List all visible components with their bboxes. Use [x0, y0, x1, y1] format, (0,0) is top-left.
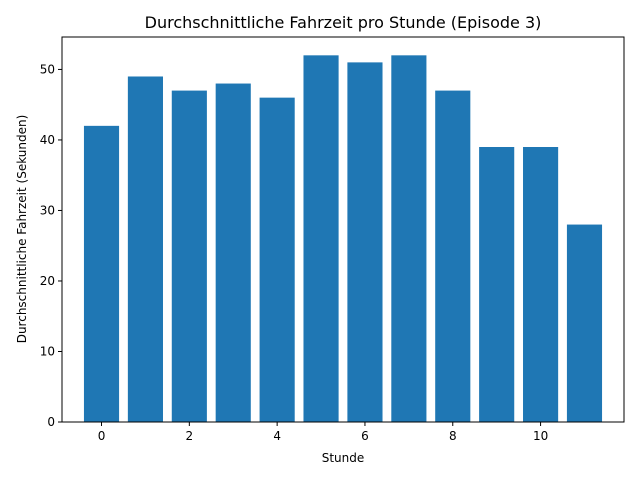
x-tick-label: 6	[361, 429, 369, 443]
bar-hour-9	[479, 147, 515, 422]
y-axis-ticks: 0 10 20 30 40 50	[40, 62, 62, 429]
bar-hour-11	[566, 224, 603, 422]
x-tick-label: 2	[186, 429, 194, 443]
y-tick-label: 0	[47, 415, 55, 429]
bar-hour-10	[523, 147, 559, 422]
bar-hour-2	[171, 90, 207, 422]
bar-hour-0	[83, 125, 120, 422]
x-tick-label: 4	[273, 429, 281, 443]
x-axis-ticks: 0 2 4 6 8 10	[98, 422, 548, 443]
bar-hour-5	[303, 55, 339, 422]
bar-hour-8	[435, 90, 471, 422]
y-tick-label: 10	[40, 344, 55, 358]
y-axis-label: Durchschnittliche Fahrzeit (Sekunden)	[15, 115, 29, 344]
y-tick-label: 30	[40, 203, 55, 217]
x-tick-label: 0	[98, 429, 106, 443]
chart-title: Durchschnittliche Fahrzeit pro Stunde (E…	[145, 13, 542, 32]
bar-hour-7	[391, 55, 427, 422]
bar-hour-6	[347, 62, 383, 422]
bar-hour-3	[215, 83, 251, 422]
x-axis-label: Stunde	[322, 451, 365, 465]
x-tick-label: 10	[533, 429, 548, 443]
plot-frame	[61, 36, 625, 423]
y-tick-label: 20	[40, 274, 55, 288]
y-tick-label: 40	[40, 133, 55, 147]
x-tick-label: 8	[449, 429, 457, 443]
y-tick-label: 50	[40, 62, 55, 76]
bar-hour-4	[259, 97, 295, 422]
bar-hour-1	[127, 76, 163, 423]
bars-group	[83, 55, 603, 423]
